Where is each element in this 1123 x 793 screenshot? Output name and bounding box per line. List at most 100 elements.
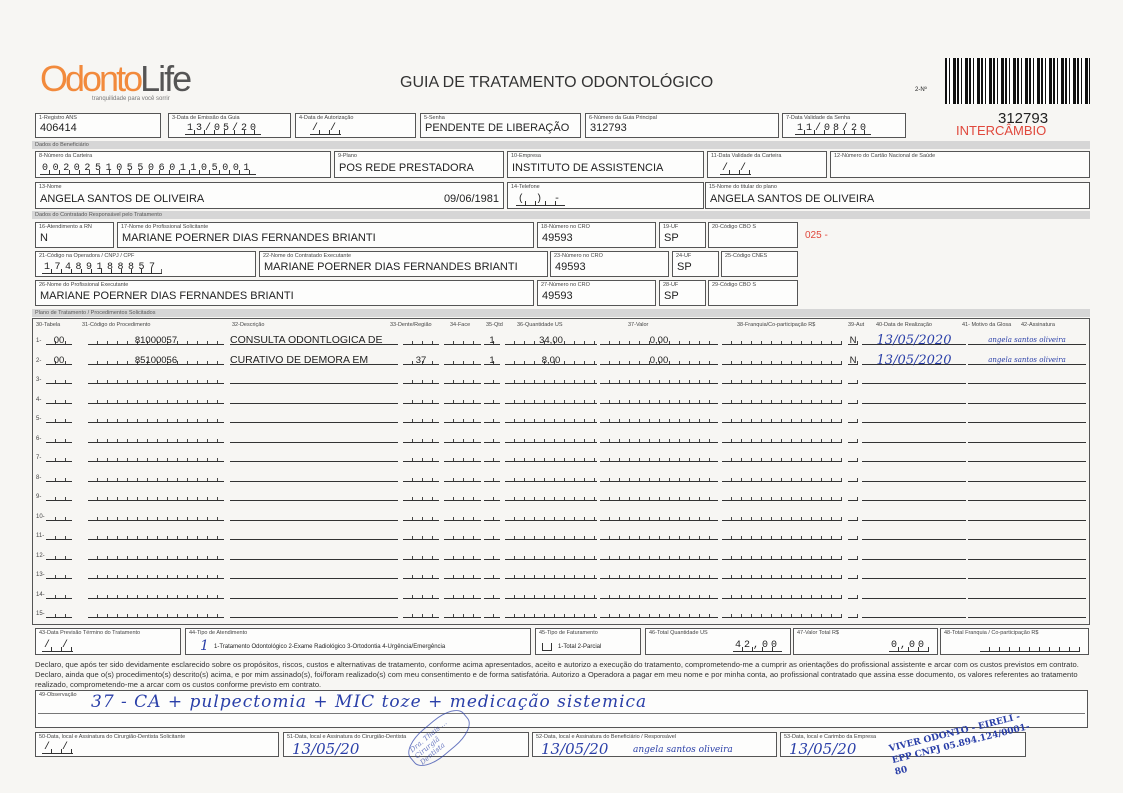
field-numero-carteira[interactable]: 8-Número da Carteira 00202510550601105001 [35, 151, 331, 178]
cell-data[interactable]: 13/05/2020 [862, 354, 966, 367]
cell-descricao[interactable] [230, 512, 398, 521]
cell-tabela[interactable] [46, 492, 72, 501]
cell-valor[interactable] [600, 570, 718, 579]
cell-valor[interactable] [600, 472, 718, 482]
cell-qtd[interactable] [484, 589, 500, 599]
cell-codigo[interactable] [88, 472, 224, 482]
cell-valor[interactable] [600, 394, 718, 404]
cell-descricao[interactable] [230, 609, 398, 618]
cell-valor[interactable]: 0,00 [600, 355, 718, 365]
cell-data[interactable] [862, 492, 966, 501]
cell-valor[interactable] [600, 511, 718, 521]
cell-descricao[interactable] [230, 531, 398, 540]
cell-face[interactable] [444, 570, 481, 579]
cell-assinatura[interactable] [968, 434, 1086, 443]
cell-franquia[interactable] [722, 472, 842, 482]
cell-dente[interactable] [403, 609, 439, 618]
cell-valor[interactable] [600, 414, 718, 423]
cell-codigo[interactable] [88, 531, 224, 540]
field-tipo-faturamento[interactable]: 45-Tipo de Faturamento 1-Total 2-Parcial [535, 628, 641, 655]
cell-face[interactable] [444, 433, 481, 443]
field-data-emissao[interactable]: 3-Data de Emissão da Guia 13/05/20 [168, 113, 291, 138]
field-tipo-atendimento[interactable]: 44-Tipo de Atendimento 1 1-Tratamento Odon… [185, 628, 531, 655]
cell-codigo[interactable] [88, 394, 224, 404]
field-atendimento-rn[interactable]: 16-Atendimento a RN N [35, 222, 114, 248]
cell-us[interactable] [505, 531, 597, 540]
cell-franquia[interactable] [722, 453, 842, 462]
field-profissional-solicitante[interactable]: 17-Nome do Profissional Solicitante MARIA… [117, 222, 534, 248]
cell-us[interactable] [505, 472, 597, 482]
cell-franquia[interactable] [722, 414, 842, 423]
cell-aut[interactable] [848, 375, 858, 384]
cell-face[interactable] [444, 531, 481, 540]
field-cbo-29[interactable]: 29-Código CBO S [708, 280, 798, 306]
cell-data[interactable] [862, 512, 966, 521]
cell-assinatura[interactable] [968, 570, 1086, 579]
cell-assinatura[interactable] [968, 512, 1086, 521]
cell-aut[interactable] [848, 492, 858, 501]
cell-valor[interactable] [600, 492, 718, 501]
cell-data[interactable] [862, 375, 966, 384]
cell-qtd[interactable] [484, 414, 500, 423]
field-codigo-operadora[interactable]: 21-Código na Operadora / CNPJ / CPF 17489… [35, 251, 256, 277]
cell-data[interactable] [862, 414, 966, 423]
cell-qtd[interactable] [484, 472, 500, 482]
cell-tabela[interactable] [46, 589, 72, 599]
cell-dente[interactable] [403, 472, 439, 482]
cell-aut[interactable] [848, 453, 858, 462]
cell-face[interactable] [444, 492, 481, 501]
cell-descricao[interactable] [230, 414, 398, 423]
field-assinatura-solicitante[interactable]: 50-Data, local e Assinatura do Cirurgião… [35, 732, 279, 757]
cell-qtd[interactable]: 1 [484, 355, 500, 365]
cell-dente[interactable] [403, 336, 439, 345]
cell-valor[interactable] [600, 589, 718, 599]
cell-tabela[interactable] [46, 453, 72, 462]
cell-descricao[interactable] [230, 473, 398, 482]
cell-valor[interactable]: 0,00 [600, 336, 718, 345]
cell-franquia[interactable] [722, 531, 842, 540]
cell-data[interactable] [862, 590, 966, 599]
field-titular-plano[interactable]: 15-Nome do titular do plano ANGELA SANTOS… [705, 182, 1090, 209]
field-assinatura-beneficiario[interactable]: 52-Data, local e Assinatura do Beneficiá… [532, 732, 777, 758]
cell-valor[interactable] [600, 609, 718, 618]
cell-tabela[interactable]: 00 [46, 336, 72, 345]
cell-franquia[interactable] [722, 511, 842, 521]
field-cnes[interactable]: 25-Código CNES [721, 251, 798, 277]
cell-valor[interactable] [600, 433, 718, 443]
cell-dente[interactable] [403, 531, 439, 540]
cell-us[interactable] [505, 433, 597, 443]
cell-tabela[interactable] [46, 531, 72, 540]
field-validade-senha[interactable]: 7-Data Validade da Senha 11/08/20 [782, 113, 906, 138]
cell-dente[interactable] [403, 375, 439, 384]
cell-qtd[interactable] [484, 394, 500, 404]
cell-dente[interactable] [403, 453, 439, 462]
cell-data[interactable] [862, 570, 966, 579]
cell-qtd[interactable] [484, 492, 500, 501]
cell-us[interactable] [505, 589, 597, 599]
cell-data[interactable] [862, 434, 966, 443]
cell-assinatura[interactable] [968, 531, 1086, 540]
cell-codigo[interactable] [88, 589, 224, 599]
cell-descricao[interactable] [230, 434, 398, 443]
cell-us[interactable] [505, 550, 597, 560]
field-nome[interactable]: 13-Nome ANGELA SANTOS DE OLIVEIRA 09/06/19… [35, 182, 504, 209]
cell-us[interactable] [505, 570, 597, 579]
cell-data[interactable] [862, 609, 966, 618]
cell-descricao[interactable] [230, 492, 398, 501]
cell-qtd[interactable] [484, 375, 500, 384]
cell-qtd[interactable] [484, 531, 500, 540]
cell-franquia[interactable] [722, 355, 842, 365]
field-cartao-nacional-saude[interactable]: 12-Número do Cartão Nacional de Saúde [830, 151, 1090, 178]
cell-codigo[interactable] [88, 453, 224, 462]
cell-aut[interactable] [848, 433, 858, 443]
cell-assinatura[interactable] [968, 395, 1086, 404]
cell-codigo[interactable] [88, 433, 224, 443]
cell-assinatura[interactable] [968, 590, 1086, 599]
field-validade-carteira[interactable]: 11-Data Validade da Carteira / / [707, 151, 827, 178]
cell-codigo[interactable] [88, 609, 224, 618]
cell-assinatura[interactable]: angela santos oliveira [968, 356, 1086, 365]
cell-descricao[interactable] [230, 590, 398, 599]
cell-dente[interactable] [403, 433, 439, 443]
cell-us[interactable] [505, 492, 597, 501]
field-guia-principal[interactable]: 6-Número da Guia Principal 312793 [585, 113, 779, 138]
